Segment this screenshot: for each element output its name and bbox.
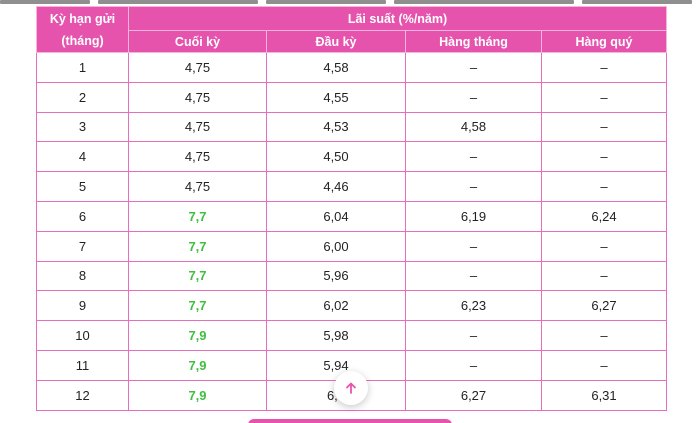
cell-start-of-term: 4,46 <box>266 171 406 202</box>
cell-monthly: 6,19 <box>405 200 542 232</box>
cell-quarterly: 6,24 <box>540 200 668 232</box>
cell-start-of-term: 5,98 <box>266 320 406 351</box>
table-row: 4 4,75 4,50– – <box>36 141 668 173</box>
cell-monthly: – <box>405 171 542 202</box>
cell-monthly: – <box>405 349 542 381</box>
cell-monthly: – <box>405 260 542 292</box>
cell-start-of-term: 4,50 <box>266 141 406 173</box>
table-row: 2 4,75 4,55– – <box>36 81 668 113</box>
rate-group-header: Lãi suất (%/năm) <box>127 6 668 31</box>
table-row: 6 7,7 6,04 6,19 6,24 <box>36 200 668 232</box>
col-header-quarterly: Hàng quý <box>540 30 668 53</box>
cell-quarterly: – <box>540 111 668 143</box>
table-row: 3 4,75 4,53 4,58– <box>36 111 668 143</box>
cell-quarterly: – <box>540 260 668 292</box>
cell-monthly: 6,23 <box>405 290 542 322</box>
cell-monthly: – <box>405 141 542 173</box>
cell-end-of-term: 7,9 <box>128 379 267 411</box>
cell-quarterly: 6,31 <box>540 379 668 411</box>
cell-start-of-term: 5,96 <box>266 260 406 292</box>
cell-start-of-term: 4,53 <box>266 111 406 143</box>
col-header-monthly: Hàng tháng <box>405 30 542 53</box>
cell-end-of-term: 4,75 <box>128 81 267 113</box>
cell-term: 4 <box>36 141 129 173</box>
table-row: 5 4,75 4,46– – <box>36 171 668 202</box>
cell-end-of-term: 7,7 <box>128 230 267 262</box>
scroll-to-top-button[interactable] <box>334 371 368 405</box>
col-header-start-of-term: Đầu kỳ <box>266 30 406 53</box>
cell-quarterly: – <box>540 52 668 83</box>
cell-start-of-term: 4,55 <box>266 81 406 113</box>
cell-start-of-term: 6,00 <box>266 230 406 262</box>
cell-end-of-term: 7,9 <box>128 320 267 351</box>
cell-start-of-term: 6,02 <box>266 290 406 322</box>
table-row: 9 7,7 6,02 6,23 6,27 <box>36 290 668 322</box>
cell-start-of-term: 6,04 <box>266 200 406 232</box>
cell-term: 2 <box>36 81 129 113</box>
cell-monthly: 4,58 <box>405 111 542 143</box>
cell-term: 1 <box>36 52 129 83</box>
table-row: 10 7,9 5,98– – <box>36 320 668 351</box>
cell-end-of-term: 4,75 <box>128 141 267 173</box>
cell-quarterly: – <box>540 349 668 381</box>
rate-table-body: 1 4,75 4,58– –2 4,75 4,55– –3 4,75 4,53 4,58–4 4,7… <box>36 52 668 411</box>
cell-quarterly: – <box>540 320 668 351</box>
bottom-action-bar[interactable] <box>248 419 452 423</box>
cell-term: 8 <box>36 260 129 292</box>
cell-start-of-term: 4,58 <box>266 52 406 83</box>
cell-end-of-term: 7,7 <box>128 200 267 232</box>
cell-term: 5 <box>36 171 129 202</box>
term-header: Kỳ hạn gửi (tháng) <box>36 6 129 53</box>
cropped-text-strip <box>0 0 698 6</box>
cell-quarterly: 6,27 <box>540 290 668 322</box>
cell-quarterly: – <box>540 171 668 202</box>
term-header-line1: Kỳ hạn gửi <box>49 11 116 26</box>
cell-term: 3 <box>36 111 129 143</box>
cell-end-of-term: 4,75 <box>128 111 267 143</box>
cell-monthly: – <box>405 52 542 83</box>
cell-term: 10 <box>36 320 129 351</box>
term-header-line2: (tháng) <box>61 33 104 48</box>
table-row: 11 7,9 5,94– – <box>36 349 668 381</box>
cell-term: 6 <box>36 200 129 232</box>
cell-end-of-term: 7,9 <box>128 349 267 381</box>
cell-term: 7 <box>36 230 129 262</box>
cell-quarterly: – <box>540 141 668 173</box>
table-row: 8 7,7 5,96– – <box>36 260 668 292</box>
arrow-up-icon <box>346 382 356 394</box>
cell-monthly: 6,27 <box>405 379 542 411</box>
interest-rate-table: Kỳ hạn gửi (tháng) Lãi suất (%/năm) Cuối… <box>36 6 668 411</box>
cell-monthly: – <box>405 320 542 351</box>
cell-term: 12 <box>36 379 129 411</box>
cell-start-of-term: 5,94 <box>266 349 406 381</box>
cell-term: 11 <box>36 349 129 381</box>
cell-quarterly: – <box>540 81 668 113</box>
cell-end-of-term: 4,75 <box>128 171 267 202</box>
cell-end-of-term: 7,7 <box>128 260 267 292</box>
cell-end-of-term: 7,7 <box>128 290 267 322</box>
col-header-end-of-term: Cuối kỳ <box>128 30 267 53</box>
cell-quarterly: – <box>540 230 668 262</box>
cell-term: 9 <box>36 290 129 322</box>
cell-monthly: – <box>405 230 542 262</box>
table-row: 1 4,75 4,58– – <box>36 52 668 83</box>
cell-end-of-term: 4,75 <box>128 52 267 83</box>
cell-monthly: – <box>405 81 542 113</box>
table-row: 7 7,7 6,00– – <box>36 230 668 262</box>
